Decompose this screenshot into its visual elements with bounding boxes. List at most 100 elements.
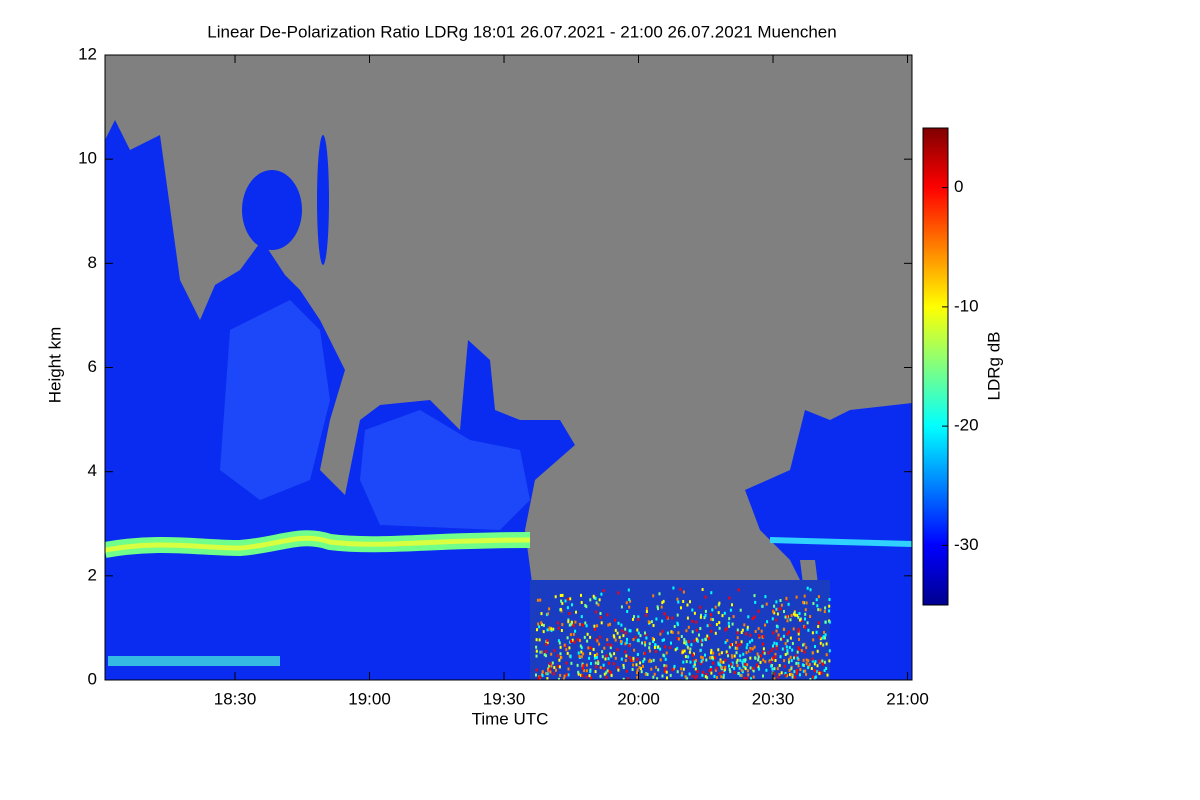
- speckle: [627, 588, 630, 592]
- speckle: [620, 623, 623, 627]
- speckle: [605, 675, 608, 679]
- speckle: [610, 643, 613, 647]
- speckle: [796, 613, 799, 617]
- speckle: [620, 657, 623, 661]
- speckle: [619, 640, 622, 643]
- speckle: [814, 660, 817, 664]
- speckle: [718, 652, 721, 656]
- speckle: [566, 606, 569, 610]
- speckle: [771, 667, 774, 671]
- speckle: [702, 670, 705, 674]
- speckle: [717, 603, 720, 607]
- speckle: [805, 658, 808, 662]
- speckle: [537, 622, 540, 626]
- speckle: [636, 653, 639, 656]
- speckle: [572, 632, 575, 636]
- speckle: [819, 637, 822, 641]
- speckle: [655, 650, 657, 653]
- x-tick-label: 19:00: [348, 689, 391, 708]
- speckle: [560, 656, 563, 660]
- speckle: [757, 609, 760, 613]
- speckle: [686, 616, 689, 620]
- speckle: [706, 624, 709, 628]
- speckle: [765, 668, 768, 672]
- speckle: [776, 667, 779, 671]
- axes: 0 2 4 6 8 10 12 18:30 19:00 19:30 20:00 20:30 21:00: [78, 44, 929, 708]
- speckle: [587, 646, 590, 650]
- speckle: [670, 630, 673, 634]
- speckle: [718, 621, 721, 625]
- speckle: [637, 631, 640, 635]
- speckle: [788, 668, 791, 672]
- speckle: [603, 646, 606, 650]
- speckle: [779, 637, 782, 641]
- speckle: [701, 588, 704, 591]
- speckle: [794, 613, 797, 617]
- speckle: [736, 664, 739, 668]
- speckle: [752, 675, 755, 679]
- speckle: [761, 604, 764, 608]
- speckle: [698, 633, 700, 637]
- speckle: [795, 595, 798, 599]
- speckle: [798, 612, 801, 615]
- speckle: [588, 656, 591, 660]
- speckle: [754, 600, 757, 604]
- speckle: [741, 660, 744, 664]
- speckle: [695, 674, 698, 678]
- speckle: [582, 652, 585, 656]
- speckle: [607, 623, 610, 627]
- speckle: [713, 674, 716, 678]
- speckle: [565, 673, 568, 677]
- speckle: [687, 655, 690, 659]
- speckle: [808, 663, 811, 667]
- speckle: [677, 637, 680, 641]
- speckle: [574, 620, 577, 624]
- speckle-region: [535, 586, 831, 680]
- speckle: [720, 675, 723, 679]
- speckle: [609, 622, 611, 626]
- speckle: [777, 633, 780, 637]
- speckle: [824, 633, 827, 637]
- speckle: [594, 670, 597, 674]
- speckle: [661, 674, 664, 678]
- speckle: [685, 629, 688, 633]
- speckle: [752, 666, 755, 670]
- speckle: [610, 673, 613, 677]
- speckle: [756, 663, 759, 667]
- speckle: [788, 630, 790, 634]
- speckle: [683, 638, 686, 641]
- speckle: [568, 612, 571, 615]
- speckle: [599, 635, 601, 639]
- y-tick-label: 0: [88, 669, 97, 688]
- speckle: [773, 672, 776, 676]
- speckle: [655, 665, 657, 669]
- speckle: [715, 676, 718, 679]
- speckle: [803, 642, 806, 646]
- speckle: [621, 629, 624, 633]
- speckle: [785, 645, 788, 649]
- speckle: [772, 644, 774, 648]
- speckle: [593, 656, 596, 660]
- x-tick-label: 20:30: [752, 689, 795, 708]
- speckle: [657, 645, 660, 649]
- colorbar: [922, 127, 949, 606]
- heatmap-image: [105, 120, 912, 680]
- speckle: [696, 670, 699, 673]
- speckle: [739, 654, 742, 658]
- speckle: [803, 594, 806, 598]
- speckle: [805, 662, 808, 666]
- speckle: [671, 616, 674, 620]
- speckle: [565, 661, 568, 665]
- speckle: [795, 654, 797, 658]
- speckle: [592, 647, 595, 651]
- speckle: [625, 641, 628, 645]
- signal-region: [242, 170, 302, 250]
- speckle: [648, 659, 651, 663]
- signal-region: [220, 300, 330, 500]
- speckle: [747, 673, 750, 677]
- speckle: [791, 673, 794, 677]
- speckle: [614, 618, 617, 622]
- speckle: [664, 645, 667, 649]
- speckle: [753, 594, 756, 598]
- speckle: [676, 597, 679, 601]
